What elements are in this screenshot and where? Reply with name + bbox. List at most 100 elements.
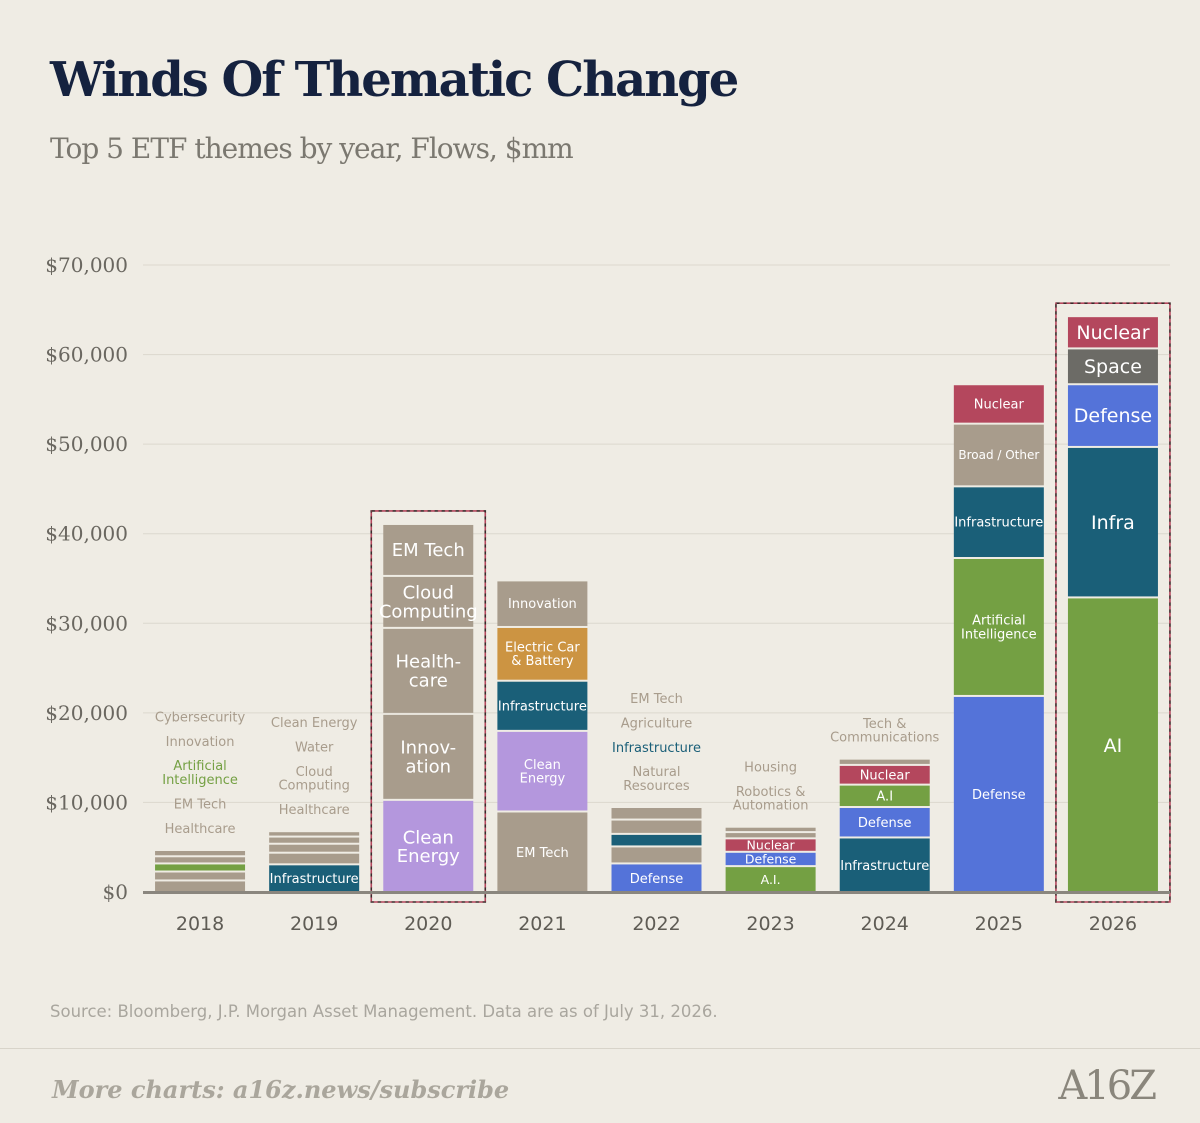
theme-label: Innovation bbox=[166, 735, 235, 750]
bar-segment bbox=[155, 881, 246, 892]
bar-segment-label: Infrastructure bbox=[840, 859, 929, 874]
theme-label: Infrastructure bbox=[612, 741, 701, 756]
bar-segment bbox=[497, 681, 588, 730]
x-tick-label: 2026 bbox=[1089, 913, 1137, 935]
bar-segment bbox=[953, 424, 1044, 486]
bar-segment bbox=[725, 827, 816, 832]
theme-label: Tech & Communications bbox=[830, 717, 939, 746]
bar-segment bbox=[269, 832, 360, 836]
y-tick-label: $70,000 bbox=[45, 253, 128, 277]
bar-segment-label: Clean Energy bbox=[397, 827, 460, 867]
highlight-box-accent bbox=[1055, 302, 1171, 903]
bar-segment bbox=[497, 812, 588, 892]
bar-segment-label: Innov-ation bbox=[400, 738, 456, 778]
bar-segment bbox=[1067, 385, 1158, 446]
bar-segment bbox=[1067, 447, 1158, 597]
bar-segment bbox=[155, 857, 246, 863]
bar-segment bbox=[383, 714, 474, 799]
bar-segment bbox=[611, 808, 702, 819]
bar-segment-label: Infra bbox=[1091, 512, 1135, 534]
bar-segment-label: EM Tech bbox=[516, 846, 569, 861]
bar-segment bbox=[839, 785, 930, 807]
bar-segment bbox=[953, 385, 1044, 423]
chart-title: Winds Of Thematic Change bbox=[50, 52, 739, 108]
y-tick-label: $50,000 bbox=[45, 432, 128, 456]
bar-segment bbox=[1067, 598, 1158, 892]
y-tick-label: $40,000 bbox=[45, 522, 128, 546]
bar-segment-label: Nuclear bbox=[747, 837, 796, 852]
bar-segment bbox=[839, 808, 930, 837]
x-tick-label: 2025 bbox=[975, 913, 1023, 935]
bar-segment bbox=[725, 852, 816, 866]
bar-segment bbox=[839, 759, 930, 764]
footer: More charts: a16z.news/subscribe A16Z bbox=[0, 1048, 1200, 1123]
x-tick-label: 2023 bbox=[746, 913, 794, 935]
bar-segment-label: A.I bbox=[876, 789, 893, 804]
theme-label: Healthcare bbox=[279, 803, 350, 818]
theme-label: Clean Energy bbox=[271, 716, 358, 731]
bar-segment bbox=[497, 581, 588, 626]
bar-segment bbox=[611, 834, 702, 846]
bar-segment bbox=[155, 872, 246, 880]
chart-subtitle: Top 5 ETF themes by year, Flows, $mm bbox=[50, 132, 574, 165]
bar-segment bbox=[725, 867, 816, 892]
x-tick-label: 2018 bbox=[176, 913, 224, 935]
y-tick-label: $0 bbox=[103, 880, 128, 904]
bar-segment-label: Broad / Other bbox=[958, 448, 1039, 462]
theme-label: Robotics & Automation bbox=[733, 785, 809, 814]
theme-label: Artificial Intelligence bbox=[162, 759, 238, 788]
y-tick-label: $60,000 bbox=[45, 343, 128, 367]
theme-label: Housing bbox=[744, 761, 797, 776]
bar-segment bbox=[725, 833, 816, 838]
x-tick-label: 2021 bbox=[518, 913, 566, 935]
bar-segment bbox=[839, 765, 930, 784]
bar-segment bbox=[1067, 349, 1158, 384]
theme-label: Agriculture bbox=[621, 716, 693, 731]
theme-label: Cloud Computing bbox=[278, 765, 349, 794]
source-note: Source: Bloomberg, J.P. Morgan Asset Man… bbox=[50, 1002, 718, 1021]
bar-segment-label: Defense bbox=[630, 872, 684, 887]
bar-segment bbox=[383, 628, 474, 713]
bar-segment-label: Defense bbox=[858, 816, 912, 831]
bar-segment-label: Electric Car & Battery bbox=[505, 641, 580, 670]
theme-label: Natural Resources bbox=[623, 765, 690, 794]
bar-segment-label: Innovation bbox=[508, 597, 577, 612]
bar-segment-label: Nuclear bbox=[860, 768, 911, 783]
x-tick-label: 2024 bbox=[861, 913, 909, 935]
bar-segment-label: Nuclear bbox=[974, 397, 1025, 412]
theme-label: EM Tech bbox=[174, 797, 227, 812]
bar-segment-label: Defense bbox=[1074, 405, 1152, 427]
bar-segment-label: Defense bbox=[745, 851, 797, 866]
bar-segment bbox=[839, 838, 930, 892]
bar-segment-label: Space bbox=[1084, 356, 1142, 378]
bar-segment bbox=[269, 865, 360, 892]
bar-segment bbox=[383, 800, 474, 892]
bar-segment-label: Clean Energy bbox=[520, 758, 566, 787]
bar-segment bbox=[269, 853, 360, 864]
bar-segment bbox=[155, 864, 246, 871]
y-tick-label: $30,000 bbox=[45, 611, 128, 635]
bar-segment bbox=[497, 627, 588, 680]
bar-segment-label: Infrastructure bbox=[954, 516, 1043, 531]
bar-segment bbox=[497, 731, 588, 811]
bar-segment bbox=[611, 820, 702, 833]
bar-segment bbox=[1067, 317, 1158, 348]
y-tick-label: $10,000 bbox=[45, 790, 128, 814]
stacked-bar-chart: $0 $10,000 $20,000 $30,000 $40,000 $50,000 $60… bbox=[45, 253, 1171, 935]
y-tick-label: $20,000 bbox=[45, 701, 128, 725]
bar-segment bbox=[611, 864, 702, 892]
x-tick-label: 2020 bbox=[404, 913, 452, 935]
bar-segment-label: AI bbox=[1104, 735, 1123, 757]
x-tick-label: 2019 bbox=[290, 913, 338, 935]
theme-label: Healthcare bbox=[165, 822, 236, 837]
bar-segment bbox=[611, 847, 702, 863]
bar-segment-label: Artificial Intelligence bbox=[961, 614, 1037, 643]
bar-segment bbox=[383, 524, 474, 575]
bar-segment bbox=[269, 844, 360, 852]
bar-segment-label: Infrastructure bbox=[270, 872, 359, 887]
bar-segment bbox=[383, 576, 474, 627]
bar-segment-label: Cloud Computing bbox=[379, 583, 478, 623]
more-charts-link[interactable]: More charts: a16z.news/subscribe bbox=[52, 1075, 510, 1104]
highlight-box bbox=[370, 510, 487, 903]
theme-label: Water bbox=[295, 740, 334, 755]
